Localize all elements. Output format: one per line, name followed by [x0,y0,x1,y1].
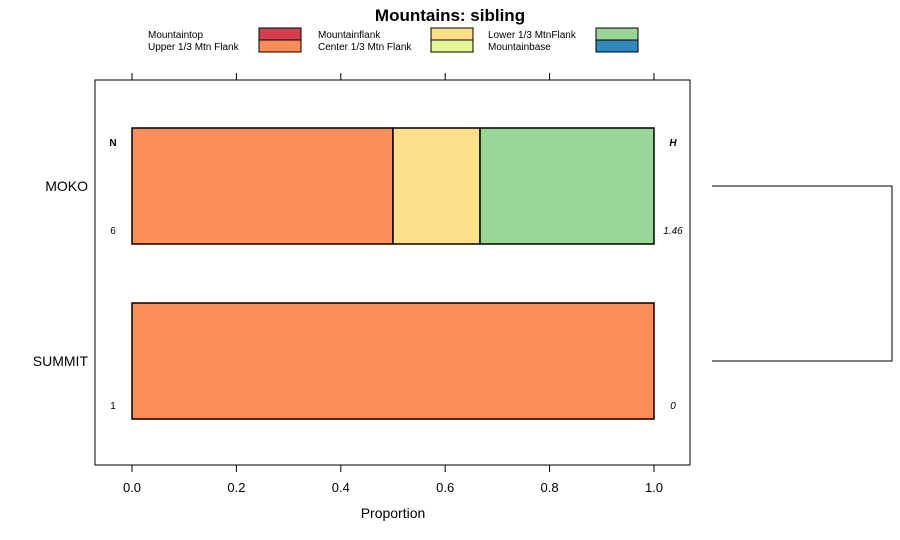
x-tick-label: 0.0 [123,480,141,495]
dendrogram-branch [712,185,893,362]
legend-swatch-center-1-3-mtn-flank [430,39,474,53]
legend-label-center-1-3-mtn-flank: Center 1/3 Mtn Flank [318,42,412,53]
category-label-moko: MOKO [45,178,88,194]
legend-label-mountaintop: Mountaintop [148,30,203,41]
bar-segment-summit [131,302,655,420]
legend-swatch-lower-1-3-mtnflank [595,27,639,41]
x-tick-label: 0.2 [227,480,245,495]
legend-swatch-mountainflank [430,27,474,41]
chart-title: Mountains: sibling [375,6,525,25]
bar-segment-moko [479,127,655,245]
legend-label-mountainbase: Mountainbase [488,42,551,53]
n-header: N [109,138,116,149]
legend-label-lower-1-3-mtnflank: Lower 1/3 MtnFlank [488,30,577,41]
x-axis-ticks: 0.0 0.2 0.4 0.6 0.8 1.0 [123,73,663,495]
bar-segment-moko [392,127,481,245]
category-label-summit: SUMMIT [33,353,89,369]
x-tick-label: 1.0 [645,480,663,495]
dendrogram [712,185,893,362]
legend-swatch-upper-1-3-mtn-flank [258,39,302,53]
x-axis-label: Proportion [361,505,426,521]
category-labels: MOKO SUMMIT [33,178,89,369]
bar-segment-moko [131,127,394,245]
side-annotations: N H 6 1 1.46 0 [109,138,683,412]
x-tick-label: 0.4 [332,480,350,495]
legend-label-upper-1-3-mtn-flank: Upper 1/3 Mtn Flank [148,42,240,53]
h-value: 0 [670,401,676,412]
legend-swatch-mountaintop [258,27,302,41]
n-value: 6 [110,226,116,237]
legend-swatch-mountainbase [595,39,639,53]
plot-frame [94,79,691,466]
n-value: 1 [110,401,116,412]
h-header: H [669,138,677,149]
bars [131,127,655,420]
h-value: 1.46 [663,226,683,237]
legend-label-mountainflank: Mountainflank [318,30,381,41]
x-tick-label: 0.6 [436,480,454,495]
x-tick-label: 0.8 [541,480,559,495]
